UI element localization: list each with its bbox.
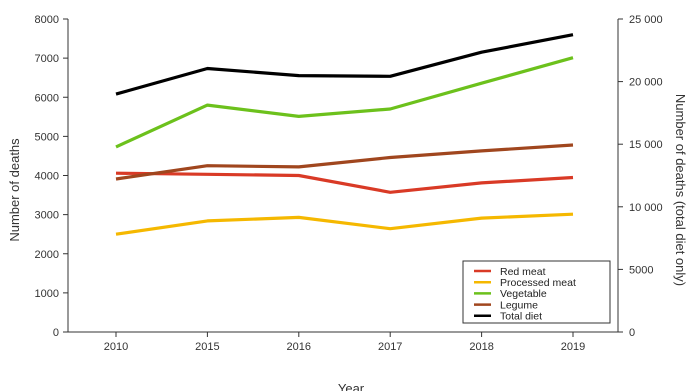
y-tick-label: 4000: [35, 171, 59, 183]
y-axis-title: Number of deaths: [7, 138, 22, 242]
legend-label-red-meat: Red meat: [500, 266, 546, 278]
y2-tick-label: 20 000: [629, 77, 663, 89]
y2-tick-label: 10 000: [629, 202, 663, 214]
y2-tick-label: 5000: [629, 264, 653, 276]
y-tick-label: 0: [53, 327, 59, 339]
x-tick-label: 2019: [561, 341, 585, 353]
x-axis-title: Year: [338, 381, 365, 391]
y-tick-label: 7000: [35, 53, 59, 65]
y-tick-label: 5000: [35, 131, 59, 143]
legend-label-processed-meat: Processed meat: [500, 277, 576, 289]
series-line-processed-meat: [115, 212, 574, 236]
axes: 0 1000 2000 3000 4000 5000 6000 7000 8000 0 5000 10…: [35, 14, 663, 353]
x-tick-label: 2017: [378, 341, 402, 353]
y-tick-label: 8000: [35, 14, 59, 26]
series-line-vegetable: [115, 56, 574, 149]
legend-label-vegetable: Vegetable: [500, 288, 547, 300]
series-line-total-diet: [115, 33, 574, 96]
y-tick-label: 3000: [35, 210, 59, 222]
legend-label-legume: Legume: [500, 299, 538, 311]
y2-tick-label: 15 000: [629, 139, 663, 151]
x-tick-label: 2016: [287, 341, 311, 353]
x-tick-label: 2018: [469, 341, 493, 353]
y-tick-label: 1000: [35, 288, 59, 300]
y2-tick-label: 0: [629, 327, 635, 339]
series-lines: [115, 33, 574, 236]
series-line-legume: [115, 143, 574, 181]
legend-label-total-diet: Total diet: [500, 311, 542, 323]
y-tick-label: 2000: [35, 249, 59, 261]
y2-axis-title: Number of deaths (total diet only): [673, 94, 688, 286]
x-tick-label: 2010: [104, 341, 128, 353]
y-tick-label: 6000: [35, 92, 59, 104]
x-tick-label: 2015: [195, 341, 219, 353]
y2-tick-label: 25 000: [629, 14, 663, 26]
series-line-red-meat: [115, 171, 574, 194]
